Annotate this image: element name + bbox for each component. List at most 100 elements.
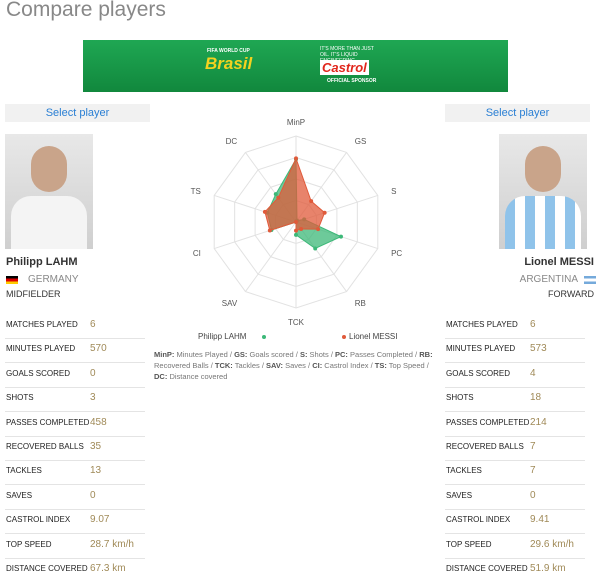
player-photo [499,134,587,249]
axis-label: PC [391,249,402,258]
note-text: Goals scored [249,350,294,359]
player-country: ARGENTINA [519,274,578,285]
row-divider [5,338,145,339]
note-abbr: TCK: [214,361,233,370]
row-divider [445,411,585,413]
flag [6,276,18,284]
stat-label: TACKLES [446,466,482,476]
stat-value: 51.9 km [530,563,566,574]
row-divider [5,533,145,535]
note-abbr: PC: [335,350,348,359]
banner-sponsor: OFFICIAL SPONSOR [327,78,377,84]
legend-dot [342,335,346,339]
player-photo [5,134,93,249]
axis-label: DC [226,137,238,146]
note-text: Minutes Played [176,350,228,359]
photo-shirt [11,196,87,249]
note-abbr: RB: [419,350,433,359]
axis-label: TS [191,187,201,196]
stat-label: TACKLES [6,466,42,476]
row-divider [445,362,585,364]
legend-note: MinP: Minutes Played / GS: Goals scored … [154,350,433,381]
axis-label: SAV [222,299,238,308]
stat-value: 9.07 [90,514,110,526]
row-divider [5,435,145,437]
radar-dot [294,232,298,237]
stat-value: 9.41 [530,514,550,526]
axis-label: S [391,187,396,196]
stat-label: SHOTS [6,393,34,403]
stat-label: PASSES COMPLETED [6,417,90,427]
row-divider [5,386,145,388]
player-position: FORWARD [548,289,594,299]
banner-brand: Castrol [320,60,369,75]
legend-dot [262,335,266,339]
radar-chart: MinP GS S PC RB TCK SAV CI TS DC [191,118,403,327]
note-abbr: MinP: [154,350,175,359]
stat-value: 6 [530,319,536,330]
radar-dot [316,227,321,232]
stat-label: MINUTES PLAYED [6,344,76,354]
stat-value: 6 [90,319,96,330]
stat-label: SAVES [6,490,33,500]
stat-label: RECOVERED BALLS [446,442,524,451]
note-text: Castrol Index [324,361,369,370]
legend-entry: Philipp LAHM [198,332,247,341]
note-text: Tackles [234,361,260,370]
stat-label: TOP SPEED [6,539,52,549]
sponsor-banner[interactable]: FIFA WORLD CUP Brasil IT'S MORE THAN JUS… [83,40,508,92]
spoke [245,221,297,292]
radar-dot [299,226,304,231]
radar-dot [294,156,298,161]
select-player[interactable]: Select player [445,104,590,122]
banner-brasil: Brasil [205,54,253,73]
stat-value: 67.3 km [90,563,126,574]
row-divider [445,508,585,510]
stat-label: PASSES COMPLETED [446,417,530,427]
stat-value: 7 [530,465,536,477]
photo-shirt [505,196,581,249]
stat-value: 29.6 km/h [530,538,574,550]
photo-head [525,146,561,192]
radar-dot [294,220,298,224]
note-abbr: GS: [234,350,248,359]
stat-label: DISTANCE COVERED [6,564,88,573]
row-divider [445,533,585,535]
radar-dot [262,209,267,214]
player-name: Philipp LAHM [6,256,78,268]
note-abbr: TS: [374,361,387,370]
radar-dot [309,199,314,204]
legend-entry: Lionel MESSI [349,332,398,341]
row-divider [5,411,145,413]
note-text: Recovered Balls [154,361,209,370]
radar-dot [273,192,278,197]
radar-dot [322,210,327,215]
radar-dot [313,246,318,251]
stat-label: RECOVERED BALLS [6,442,84,451]
row-divider [445,435,585,437]
row-divider [5,460,145,461]
stat-label: SHOTS [446,393,474,403]
stat-label: MATCHES PLAYED [6,320,78,329]
axis-label: RB [355,299,366,308]
note-abbr: DC: [154,372,168,381]
row-divider [5,557,145,559]
stat-value: 0 [90,367,96,379]
row-divider [445,338,585,339]
select-player[interactable]: Select player [5,104,150,122]
note-abbr: S: [299,350,308,359]
stat-label: MINUTES PLAYED [446,344,516,354]
stat-value: 458 [90,416,107,428]
stat-label: GOALS SCORED [6,368,71,378]
stat-value: 13 [90,465,102,477]
note-text: Saves [285,361,306,370]
row-divider [445,484,585,486]
axis-label: GS [355,137,367,146]
flag [584,276,596,284]
row-divider [5,508,145,510]
note-text: Passes Completed [350,350,413,359]
row-divider [5,362,145,364]
row-divider [445,386,585,388]
radar-dot [267,228,272,233]
